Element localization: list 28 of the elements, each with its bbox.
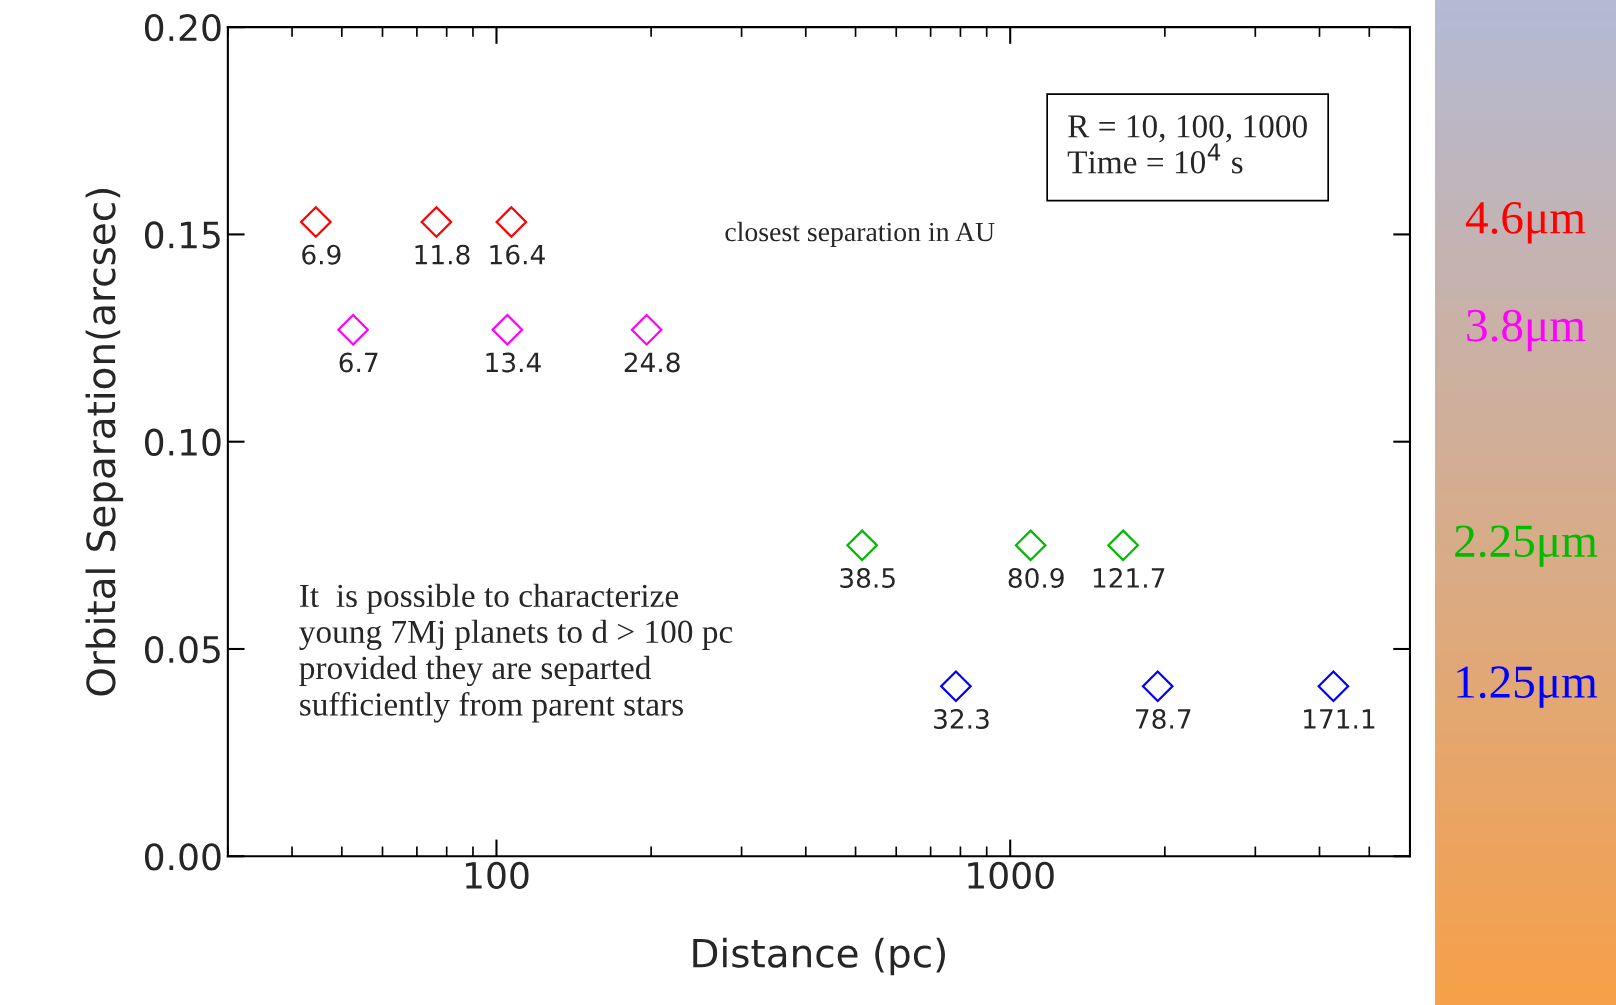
annotation: 24.8 (624, 352, 680, 373)
y-tick-label: 0.15 (144, 221, 220, 249)
x-axis-title: Distance (pc) (693, 937, 945, 976)
text: 4.6μm (1465, 202, 1586, 244)
annotation: 80.9 (1008, 568, 1064, 588)
annotation: closest separation in AU (725, 221, 995, 248)
annotation: 78.7 (1136, 708, 1191, 729)
annotation: R = 10, 100, 1000 Time = 10$^{4}$ s (1067, 115, 1307, 174)
y-tick-label: 0.10 (144, 428, 221, 456)
annotation: 11.8 (415, 244, 470, 265)
y-axis-title: Orbital Separation(arcsec) (85, 189, 124, 696)
annotation: 38.5 (840, 568, 895, 588)
x-tick-label: 100 (465, 861, 529, 890)
x-tick-label: 1000 (968, 861, 1054, 890)
annotation: 171.1 (1304, 709, 1375, 729)
text: 3.8μm (1467, 309, 1586, 352)
y-tick-label: 0.20 (144, 14, 221, 42)
annotation: 6.7 (339, 352, 378, 373)
annotation: 16.4 (490, 244, 545, 265)
y-tick-label: 0.05 (144, 635, 220, 664)
annotation: 6.9 (302, 244, 341, 265)
annotation: 13.4 (486, 352, 541, 373)
annotation: 32.3 (934, 708, 989, 729)
annotation: 121.7 (1093, 568, 1165, 588)
text: 1.25μm (1457, 666, 1598, 708)
annotation: It is possible to characterize young 7Mj planets to d > 100 pc provided they are separted sufficiently from parent stars (299, 583, 733, 723)
text: 2.25μm (1455, 525, 1598, 567)
y-tick-label: 0.00 (144, 843, 221, 871)
